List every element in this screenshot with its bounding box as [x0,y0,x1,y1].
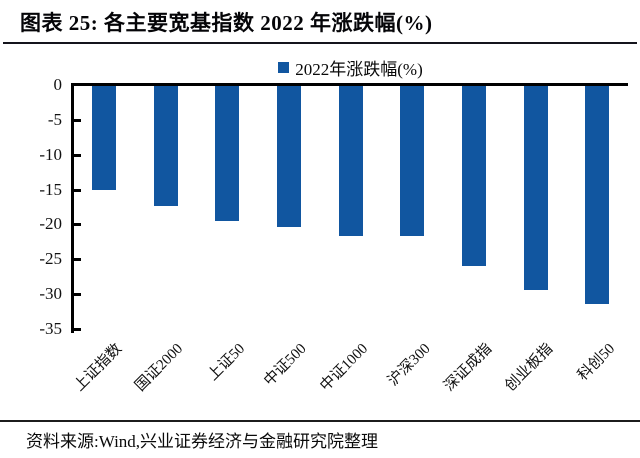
y-tick-mark [74,258,81,262]
x-axis-label: 深证成指 [441,340,495,395]
bar-创业板指 [523,86,548,290]
y-tick-mark [74,223,81,227]
bar-上证指数 [91,86,116,191]
y-tick-label: -20 [39,214,62,234]
y-axis-line [71,83,74,333]
bar-国证2000 [153,86,178,206]
x-axis-label: 创业板指 [502,340,557,395]
y-tick-label: 0 [53,75,63,94]
y-tick-mark [74,293,81,297]
source-note: 资料来源:Wind,兴业证券经济与金融研究院整理 [26,432,379,451]
y-tick-label: -25 [39,249,62,269]
y-tick-mark [74,153,81,157]
footer-divider [0,420,640,422]
x-axis-label: 沪深300 [384,340,434,390]
x-axis-label: 科创50 [575,340,619,384]
bar-中证1000 [338,86,363,236]
y-tick-label: -5 [47,109,62,129]
legend-label: 2022年涨跌幅(%) [295,59,423,79]
x-axis-label: 中证500 [261,340,310,390]
x-axis-label: 上证50 [205,340,249,384]
y-tick-mark [74,118,81,122]
bar-深证成指 [461,86,486,266]
y-tick-label: -35 [39,318,62,338]
x-axis-label: 上证指数 [71,340,125,395]
legend-square-icon [278,61,290,73]
legend: 2022年涨跌幅(%) [73,56,628,79]
bar-中证500 [276,86,301,228]
bar-上证50 [215,86,240,221]
x-axis-zero-line [71,83,628,86]
x-axis-label: 中证1000 [317,340,372,395]
x-axis-label: 国证2000 [132,340,187,395]
bar-沪深300 [400,86,425,236]
chart-title: 图表 25: 各主要宽基指数 2022 年涨跌幅(%) [20,11,433,35]
title-underline [3,42,637,44]
bar-科创50 [585,86,610,304]
y-tick-mark [74,188,81,192]
y-tick-label: -30 [39,284,62,304]
y-tick-label: -10 [39,144,62,164]
y-tick-label: -15 [39,179,62,199]
y-tick-mark [74,327,81,331]
